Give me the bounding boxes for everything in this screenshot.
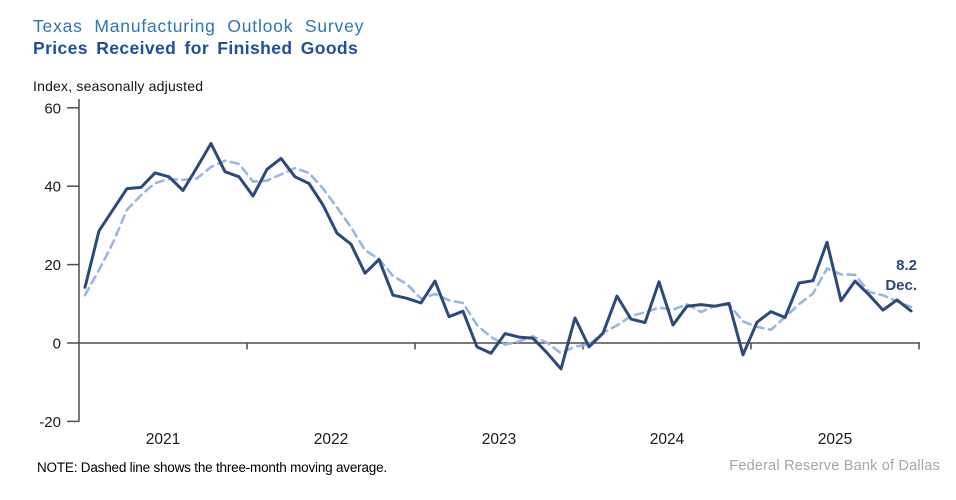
svg-text:2023: 2023	[482, 431, 516, 448]
svg-text:2025: 2025	[818, 431, 852, 448]
svg-text:2024: 2024	[650, 431, 685, 448]
chart-subtitle: Prices Received for Finished Goods	[33, 38, 359, 58]
moving-average-line	[83, 159, 913, 355]
footnote: NOTE: Dashed line shows the three-month …	[37, 460, 387, 475]
y-axis-units-label: Index, seasonally adjusted	[33, 78, 204, 94]
latest-value: 8.2	[896, 257, 917, 274]
axes	[67, 99, 920, 423]
y-tick-labels: 60 40 20 0 -20	[39, 100, 61, 431]
svg-text:2021: 2021	[146, 431, 180, 448]
monthly-series-line	[83, 142, 913, 371]
source-attribution: Federal Reserve Bank of Dallas	[729, 458, 940, 474]
x-tick-labels: 2021 2022 2023 2024 2025	[146, 431, 852, 448]
latest-value-annotation: 8.2 Dec.	[885, 256, 917, 296]
svg-text:2022: 2022	[314, 431, 348, 448]
latest-month: Dec.	[885, 277, 917, 294]
svg-text:0: 0	[53, 336, 61, 353]
svg-text:20: 20	[44, 257, 61, 274]
svg-text:60: 60	[44, 100, 61, 117]
svg-text:40: 40	[44, 179, 61, 196]
chart-title: Texas Manufacturing Outlook Survey	[33, 16, 365, 36]
svg-text:-20: -20	[39, 414, 61, 431]
